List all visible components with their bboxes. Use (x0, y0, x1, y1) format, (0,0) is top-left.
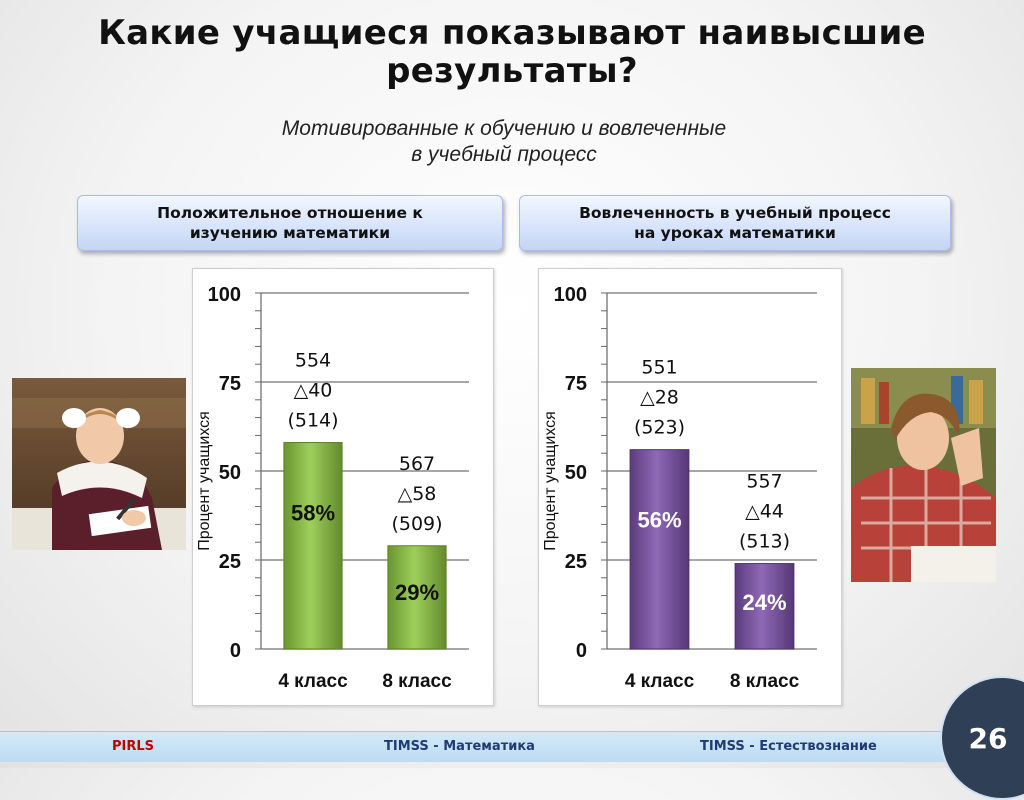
boy-student-photo (851, 368, 996, 582)
page-number: 26 (968, 722, 1008, 755)
y-tick-label: 75 (219, 373, 241, 395)
title-line-1: Какие учащиеся показывают наивысшие (98, 13, 926, 53)
slide-title: Какие учащиеся показывают наивысшие резу… (0, 14, 1024, 90)
y-tick-label: 25 (219, 551, 241, 573)
y-tick-label: 75 (565, 373, 587, 395)
previous-score-annotation: (509) (391, 513, 442, 535)
right-chart-header: Вовлеченность в учебный процесс на урока… (519, 195, 951, 251)
previous-score-annotation: (514) (287, 410, 338, 432)
left-chart-panel: 0 25 50 75 100 Процент учащихся 58% 4 класс 554 △… (192, 268, 494, 706)
score-annotation: 551 (641, 357, 677, 379)
previous-score-annotation: (523) (634, 417, 685, 439)
change-annotation: △58 (398, 483, 437, 505)
left-header-line-2: изучению математики (189, 224, 391, 242)
previous-score-annotation: (513) (739, 531, 790, 553)
y-tick-label: 50 (219, 462, 241, 484)
bar-value-label: 29% (395, 580, 439, 605)
y-tick-label: 25 (565, 551, 587, 573)
footer-timss-science-link[interactable]: TIMSS - Естествознание (700, 739, 877, 754)
girl-student-photo (12, 378, 186, 550)
right-chart-panel: 0 25 50 75 100 Процент учащихся 56% 4 класс 551 △… (538, 268, 842, 706)
change-annotation: △28 (640, 387, 679, 409)
subtitle-line-1: Мотивированные к обучению и вовлеченные (281, 117, 727, 140)
y-axis-label: Процент учащихся (196, 411, 213, 551)
y-tick-label: 50 (565, 462, 587, 484)
y-tick-label: 0 (576, 640, 587, 662)
subtitle-line-2: в учебный процесс (411, 143, 597, 166)
change-annotation: △44 (745, 501, 784, 523)
bar (734, 563, 795, 650)
engagement-bar-chart: 0 25 50 75 100 Процент учащихся 56% 4 класс 551 △… (542, 284, 817, 692)
bar-value-label: 56% (637, 508, 681, 533)
left-chart-header: Положительное отношение к изучению матем… (77, 195, 503, 251)
attitude-bar-chart: 0 25 50 75 100 Процент учащихся 58% 4 класс 554 △… (196, 284, 469, 692)
score-annotation: 557 (746, 471, 782, 493)
x-tick-label: 4 класс (625, 671, 695, 692)
title-line-2: результаты? (386, 51, 638, 91)
right-header-line-1: Вовлеченность в учебный процесс (579, 204, 891, 222)
right-header-line-2: на уроках математики (634, 224, 836, 242)
bar-value-label: 24% (742, 590, 786, 615)
change-annotation: △40 (294, 380, 333, 402)
score-annotation: 567 (399, 453, 435, 475)
y-tick-label: 100 (554, 284, 587, 306)
slide-subtitle: Мотивированные к обучению и вовлеченные … (0, 116, 1008, 168)
x-tick-label: 8 класс (382, 671, 452, 692)
bar-value-label: 58% (291, 501, 335, 526)
y-tick-label: 100 (208, 284, 241, 306)
left-header-line-1: Положительное отношение к (157, 204, 423, 222)
x-tick-label: 8 класс (730, 671, 800, 692)
x-tick-label: 4 класс (278, 671, 348, 692)
y-axis-label: Процент учащихся (542, 411, 559, 551)
footer-timss-math-link[interactable]: TIMSS - Математика (384, 739, 535, 754)
bar (387, 545, 447, 650)
bar (629, 449, 690, 650)
score-annotation: 554 (295, 350, 331, 372)
y-tick-label: 0 (230, 640, 241, 662)
bar (283, 442, 343, 650)
footer-bar: PIRLS TIMSS - Математика TIMSS - Естеств… (0, 731, 1024, 762)
footer-pirls-link[interactable]: PIRLS (112, 739, 155, 754)
